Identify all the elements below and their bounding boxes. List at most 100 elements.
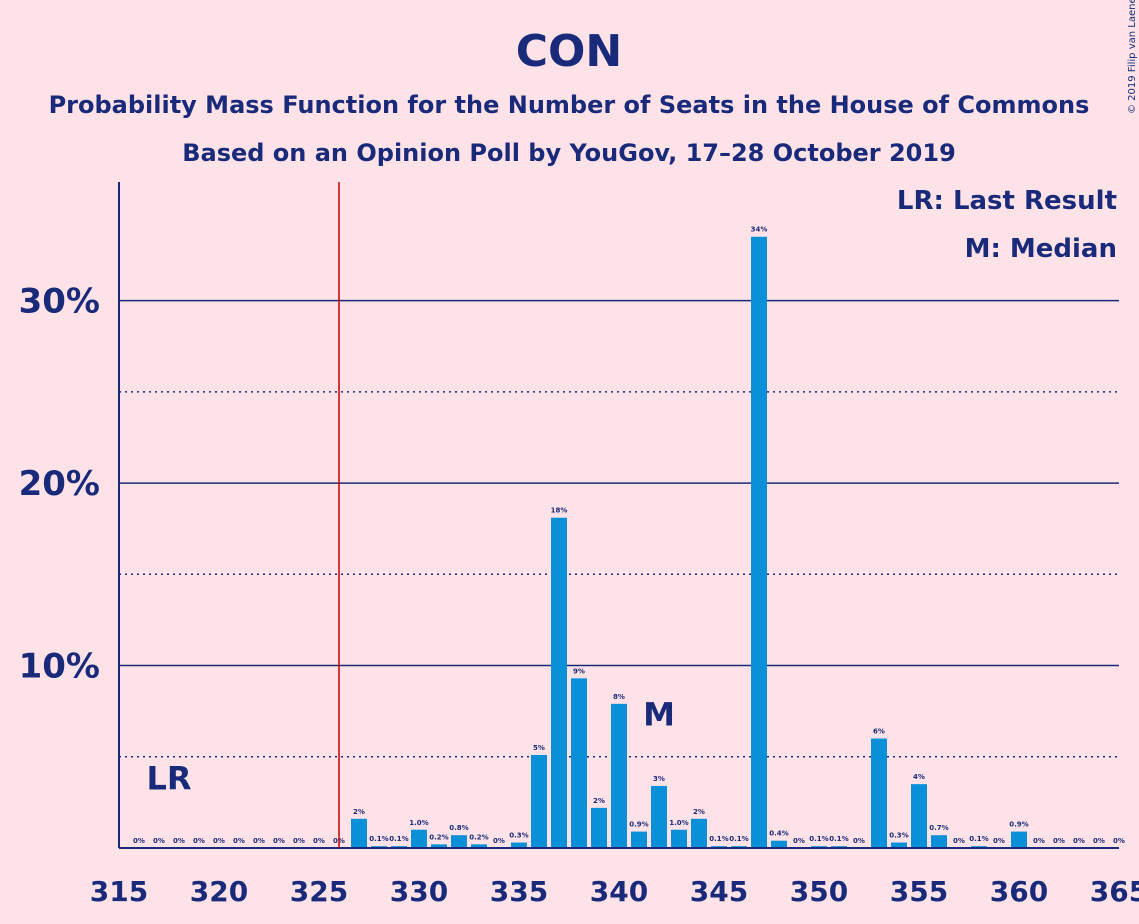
- bar: [651, 785, 667, 848]
- bar: [691, 818, 707, 848]
- bar-value-label: 6%: [873, 728, 885, 736]
- copyright-text: © 2019 Filip van Laenen: [1127, 0, 1138, 114]
- bar-value-label: 0.9%: [629, 821, 648, 829]
- bar-value-label: 18%: [551, 507, 568, 515]
- x-tick-label: 345: [690, 875, 748, 908]
- x-tick-label: 325: [290, 875, 348, 908]
- bar-value-label: 0.3%: [889, 832, 908, 840]
- legend-median: M: Median: [965, 234, 1117, 264]
- bar: [771, 840, 787, 848]
- bar-value-label: 2%: [353, 808, 365, 816]
- bar-value-label: 0.1%: [729, 835, 748, 843]
- bar-value-label: 0%: [853, 837, 865, 845]
- bar-value-label: 0%: [1113, 837, 1125, 845]
- bar-value-label: 0%: [153, 837, 165, 845]
- median-marker: M: [643, 696, 675, 734]
- bar: [671, 829, 687, 848]
- bar: [911, 784, 927, 848]
- axes-group: [118, 182, 1119, 849]
- bar-value-label: 34%: [751, 226, 768, 234]
- bar-value-label: 2%: [593, 797, 605, 805]
- last-result-marker: LR: [146, 760, 191, 798]
- bar-value-label: 0.2%: [469, 833, 488, 841]
- bar-value-label: 0%: [953, 837, 965, 845]
- bar: [631, 831, 647, 848]
- bar-value-label: 0%: [313, 837, 325, 845]
- bar-value-label: 0.1%: [829, 835, 848, 843]
- chart-title: CON: [516, 26, 623, 77]
- bar-value-label: 0%: [1073, 837, 1085, 845]
- bar-value-label: 9%: [573, 667, 585, 675]
- bar: [531, 754, 547, 848]
- bar-value-label: 0%: [1033, 837, 1045, 845]
- bar-value-label: 5%: [533, 744, 545, 752]
- bar-value-label: 0%: [293, 837, 305, 845]
- y-tick-label: 20%: [19, 464, 100, 504]
- bar-value-label: 0.1%: [389, 835, 408, 843]
- bar-value-label: 0.1%: [369, 835, 388, 843]
- bar: [511, 842, 527, 848]
- bar-value-label: 0.4%: [769, 830, 788, 838]
- grid-lines: [119, 299, 1119, 758]
- bar-labels-group: 0%0%0%0%0%0%0%0%0%0%0%2%0.1%0.1%1.0%0.2%…: [133, 226, 1125, 845]
- bar-value-label: 1.0%: [409, 819, 428, 827]
- legend-last-result: LR: Last Result: [897, 186, 1117, 216]
- bar: [751, 236, 767, 848]
- bar-value-label: 0.1%: [709, 835, 728, 843]
- bar: [471, 844, 487, 848]
- bar-value-label: 0%: [1053, 837, 1065, 845]
- x-tick-label: 350: [790, 875, 848, 908]
- bar-value-label: 0.9%: [1009, 821, 1028, 829]
- y-tick-label: 10%: [19, 647, 100, 687]
- x-tick-label: 365: [1090, 875, 1139, 908]
- bar-value-label: 0%: [993, 837, 1005, 845]
- bar: [351, 818, 367, 848]
- bars-group: [351, 236, 1027, 848]
- bar-value-label: 1.0%: [669, 819, 688, 827]
- bar-value-label: 0%: [133, 837, 145, 845]
- bar: [411, 829, 427, 848]
- bar: [431, 844, 447, 848]
- bar: [451, 835, 467, 848]
- chart-subtitle-1: Probability Mass Function for the Number…: [49, 91, 1090, 119]
- bar: [591, 807, 607, 848]
- bar-value-label: 0.7%: [929, 824, 948, 832]
- x-tick-label: 320: [190, 875, 248, 908]
- x-tick-labels: 315 320 325 330 335 340 345 350 355 360 365: [90, 875, 1139, 908]
- bar-value-label: 0.1%: [969, 835, 988, 843]
- bar-value-label: 0%: [233, 837, 245, 845]
- bar: [551, 517, 567, 848]
- bar-value-label: 0%: [793, 837, 805, 845]
- bar-value-label: 0.2%: [429, 833, 448, 841]
- bar-value-label: 2%: [693, 808, 705, 816]
- bar-value-label: 0%: [1093, 837, 1105, 845]
- bar-value-label: 0.3%: [509, 832, 528, 840]
- bar-value-label: 0.8%: [449, 824, 468, 832]
- y-tick-label: 30%: [19, 282, 100, 322]
- x-tick-label: 315: [90, 875, 148, 908]
- x-tick-label: 335: [490, 875, 548, 908]
- x-tick-label: 340: [590, 875, 648, 908]
- bar-value-label: 8%: [613, 693, 625, 701]
- bar: [891, 842, 907, 848]
- y-tick-labels: 10% 20% 30%: [19, 282, 100, 687]
- bar: [611, 703, 627, 848]
- bar-value-label: 0.1%: [809, 835, 828, 843]
- chart-subtitle-2: Based on an Opinion Poll by YouGov, 17–2…: [182, 139, 956, 167]
- bar: [871, 738, 887, 848]
- bar-value-label: 0%: [173, 837, 185, 845]
- bar: [571, 678, 587, 848]
- bar: [931, 835, 947, 848]
- bar-value-label: 0%: [273, 837, 285, 845]
- bar-value-label: 0%: [493, 837, 505, 845]
- bar-value-label: 0%: [193, 837, 205, 845]
- bar-value-label: 0%: [253, 837, 265, 845]
- bar: [1011, 831, 1027, 848]
- x-tick-label: 330: [390, 875, 448, 908]
- bar-value-label: 0%: [213, 837, 225, 845]
- bar-value-label: 3%: [653, 775, 665, 783]
- bar-value-label: 4%: [913, 773, 925, 781]
- x-tick-label: 355: [890, 875, 948, 908]
- x-tick-label: 360: [990, 875, 1048, 908]
